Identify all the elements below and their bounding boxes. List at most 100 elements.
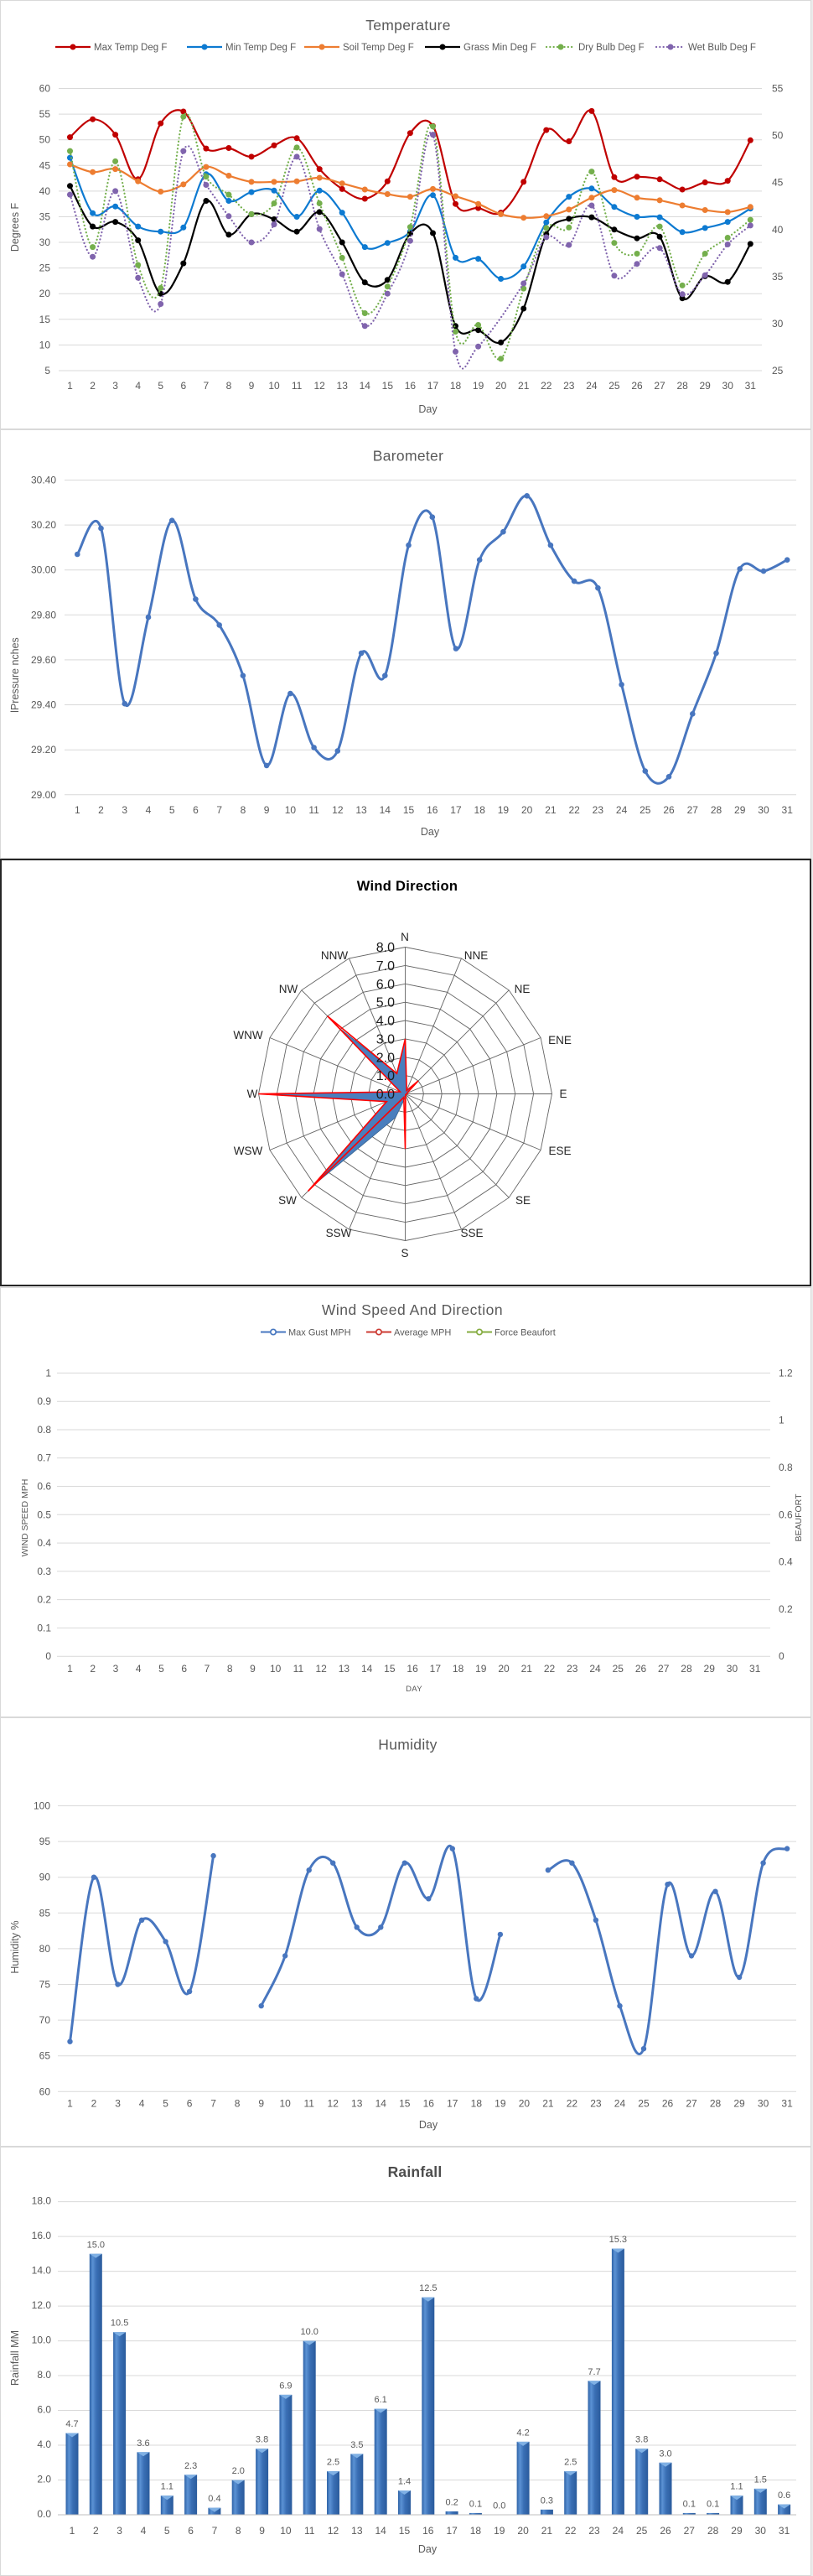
svg-text:17: 17	[446, 2525, 458, 2537]
svg-text:24: 24	[586, 380, 598, 392]
svg-text:90: 90	[39, 1872, 51, 1883]
svg-text:1.1: 1.1	[730, 2482, 743, 2492]
svg-text:Average MPH: Average MPH	[394, 1328, 451, 1338]
svg-text:N: N	[401, 931, 409, 943]
svg-text:1: 1	[67, 1663, 73, 1675]
svg-text:Rainfall MM: Rainfall MM	[9, 2330, 21, 2386]
svg-text:28: 28	[681, 1663, 692, 1675]
svg-text:26: 26	[631, 380, 643, 392]
svg-text:5.0: 5.0	[376, 996, 395, 1010]
svg-text:31: 31	[781, 2098, 793, 2110]
svg-text:7: 7	[204, 380, 210, 392]
svg-text:50: 50	[39, 134, 51, 146]
svg-text:22: 22	[565, 2525, 577, 2537]
svg-text:3.5: 3.5	[350, 2440, 363, 2450]
svg-text:6.1: 6.1	[375, 2395, 387, 2405]
svg-text:Min Temp Deg F: Min Temp Deg F	[225, 43, 296, 53]
svg-text:29: 29	[733, 2098, 745, 2110]
svg-text:25: 25	[608, 380, 620, 392]
svg-text:0.2: 0.2	[779, 1603, 793, 1615]
svg-text:26: 26	[660, 2525, 671, 2537]
svg-text:1.1: 1.1	[161, 2482, 173, 2492]
svg-text:25: 25	[636, 2525, 648, 2537]
svg-text:12.0: 12.0	[32, 2299, 52, 2311]
svg-text:5: 5	[164, 2525, 170, 2537]
svg-text:19: 19	[495, 2098, 506, 2110]
svg-text:Temperature: Temperature	[365, 17, 451, 34]
svg-text:BEAUFORT: BEAUFORT	[794, 1493, 804, 1542]
svg-text:17: 17	[427, 380, 439, 392]
svg-text:70: 70	[39, 2014, 51, 2026]
svg-text:0.2: 0.2	[37, 1594, 51, 1606]
svg-text:0: 0	[45, 1650, 51, 1662]
svg-text:NNE: NNE	[464, 949, 489, 962]
svg-text:Barometer: Barometer	[373, 448, 443, 465]
svg-text:12: 12	[313, 380, 325, 392]
svg-text:18: 18	[474, 804, 486, 816]
svg-text:14: 14	[360, 380, 371, 392]
svg-text:0.1: 0.1	[707, 2499, 719, 2509]
svg-text:3: 3	[117, 2525, 122, 2537]
svg-text:0.7: 0.7	[37, 1452, 51, 1464]
svg-text:21: 21	[518, 380, 530, 392]
svg-text:Force Beaufort: Force Beaufort	[495, 1328, 556, 1338]
svg-text:5: 5	[158, 380, 163, 392]
svg-text:0.4: 0.4	[208, 2494, 220, 2504]
svg-text:30: 30	[755, 2525, 767, 2537]
svg-text:0.3: 0.3	[541, 2496, 553, 2506]
svg-text:0.1: 0.1	[469, 2499, 482, 2509]
svg-text:13: 13	[337, 380, 349, 392]
svg-text:W: W	[247, 1088, 258, 1100]
svg-text:14: 14	[375, 2525, 386, 2537]
svg-text:25: 25	[772, 365, 784, 377]
svg-text:1: 1	[70, 2525, 75, 2537]
svg-text:SE: SE	[515, 1194, 531, 1207]
svg-text:29.20: 29.20	[31, 744, 56, 756]
svg-text:75: 75	[39, 1979, 51, 1991]
svg-text:5: 5	[44, 365, 50, 377]
svg-text:13: 13	[339, 1663, 350, 1675]
svg-text:5: 5	[163, 2098, 168, 2110]
svg-text:9: 9	[259, 2525, 265, 2537]
svg-text:4.2: 4.2	[516, 2428, 529, 2438]
svg-text:0.6: 0.6	[37, 1481, 51, 1493]
svg-text:29.40: 29.40	[31, 699, 56, 711]
svg-text:31: 31	[782, 804, 794, 816]
svg-text:14: 14	[375, 2098, 387, 2110]
svg-text:9: 9	[264, 804, 270, 816]
svg-text:16: 16	[427, 804, 438, 816]
svg-text:15.3: 15.3	[609, 2235, 627, 2245]
svg-text:21: 21	[545, 804, 557, 816]
svg-text:lPressure nches: lPressure nches	[9, 637, 21, 713]
svg-text:25: 25	[613, 1663, 624, 1675]
svg-text:0.3: 0.3	[37, 1566, 51, 1577]
svg-text:40: 40	[39, 185, 51, 197]
svg-text:6: 6	[181, 1663, 187, 1675]
svg-text:21: 21	[521, 1663, 533, 1675]
svg-text:2.3: 2.3	[184, 2461, 197, 2471]
svg-text:29.60: 29.60	[31, 654, 56, 666]
svg-text:10: 10	[270, 1663, 282, 1675]
svg-text:2: 2	[90, 1663, 96, 1675]
svg-text:31: 31	[745, 380, 757, 392]
svg-text:16: 16	[405, 380, 417, 392]
svg-text:15: 15	[403, 804, 415, 816]
svg-text:ESE: ESE	[548, 1145, 571, 1157]
svg-text:1: 1	[779, 1415, 785, 1426]
svg-text:23: 23	[563, 380, 575, 392]
svg-text:20: 20	[498, 1663, 510, 1675]
svg-text:2.0: 2.0	[232, 2466, 245, 2476]
svg-text:28: 28	[710, 2098, 722, 2110]
svg-text:15: 15	[399, 2098, 411, 2110]
svg-text:4.0: 4.0	[376, 1015, 395, 1029]
svg-text:0.5: 0.5	[37, 1509, 51, 1520]
svg-text:20: 20	[517, 2525, 529, 2537]
svg-text:40: 40	[772, 224, 784, 236]
svg-text:19: 19	[473, 380, 484, 392]
svg-text:10: 10	[39, 339, 51, 351]
svg-text:WSW: WSW	[234, 1145, 263, 1157]
svg-text:12: 12	[328, 2098, 339, 2110]
svg-text:0: 0	[779, 1650, 785, 1662]
svg-text:13: 13	[351, 2525, 363, 2537]
svg-text:2: 2	[98, 804, 104, 816]
